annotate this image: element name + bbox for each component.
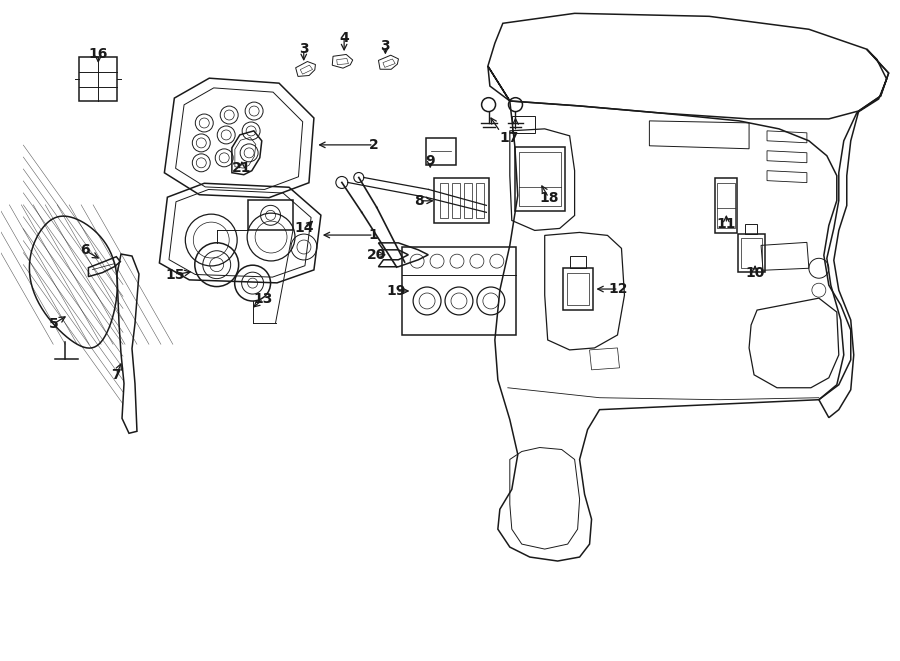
Text: 18: 18 <box>539 190 558 204</box>
Text: 10: 10 <box>745 266 765 280</box>
Text: 13: 13 <box>254 292 273 306</box>
Text: 6: 6 <box>80 243 90 257</box>
Text: 4: 4 <box>339 30 349 44</box>
Text: 17: 17 <box>500 132 519 145</box>
Text: 8: 8 <box>415 194 425 208</box>
Text: 15: 15 <box>166 268 185 282</box>
Text: 1: 1 <box>369 228 379 242</box>
Text: 16: 16 <box>88 47 108 61</box>
Text: 5: 5 <box>49 317 58 331</box>
Text: 14: 14 <box>295 221 314 235</box>
Text: 12: 12 <box>609 282 628 296</box>
Text: 2: 2 <box>369 138 379 152</box>
Text: 11: 11 <box>716 217 736 231</box>
Text: 3: 3 <box>381 39 391 53</box>
Text: 9: 9 <box>426 153 435 168</box>
Text: 19: 19 <box>386 284 406 298</box>
Text: 20: 20 <box>366 248 386 262</box>
Text: 21: 21 <box>232 161 252 175</box>
Text: 3: 3 <box>299 42 309 56</box>
Text: 7: 7 <box>112 368 121 382</box>
